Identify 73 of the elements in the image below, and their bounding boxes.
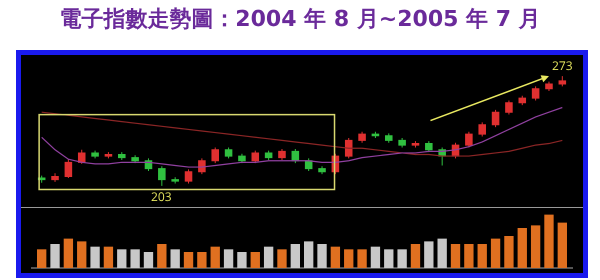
bar: [77, 241, 86, 268]
bar: [317, 244, 327, 268]
bar: [438, 238, 447, 268]
candlestick: [385, 132, 393, 144]
bar: [490, 238, 500, 268]
bar: [478, 244, 487, 268]
bar: [170, 249, 180, 268]
bar: [37, 249, 46, 268]
bar: [277, 249, 287, 268]
bar: [330, 246, 340, 268]
candlestick: [318, 166, 326, 175]
candlestick: [558, 76, 566, 87]
candlestick: [372, 131, 380, 139]
candlestick: [252, 150, 260, 164]
bar: [424, 241, 434, 268]
candlestick: [171, 176, 179, 184]
bar: [250, 252, 260, 268]
bar: [344, 249, 354, 268]
candlestick: [51, 172, 59, 182]
candlestick: [224, 146, 232, 159]
candlestick: [465, 131, 473, 148]
bar: [144, 252, 154, 268]
candlestick: [492, 109, 500, 128]
bar: [504, 236, 514, 268]
bar: [117, 249, 126, 268]
bar: [558, 222, 567, 268]
bar: [384, 249, 394, 268]
candlestick: [184, 168, 192, 184]
bar: [370, 246, 380, 268]
chart-title: 電子指數走勢圖：2004 年 8 月~2005 年 7 月: [58, 6, 542, 34]
bar: [224, 249, 234, 268]
candlestick: [91, 150, 99, 159]
bar: [237, 252, 247, 268]
bar: [357, 249, 367, 268]
bar: [544, 214, 554, 268]
bar: [90, 246, 100, 268]
candlestick: [104, 152, 112, 159]
bar: [184, 252, 194, 268]
annotation: 203: [151, 188, 172, 205]
candlestick: [425, 140, 433, 153]
bar: [264, 246, 274, 268]
candlestick: [264, 150, 272, 160]
bar: [50, 244, 60, 268]
bar: [518, 228, 527, 268]
candlestick: [518, 95, 526, 106]
candlestick: [532, 86, 540, 101]
candlestick: [478, 122, 486, 137]
candlestick: [398, 138, 406, 148]
bar: [64, 238, 74, 268]
bar: [410, 244, 420, 268]
candlestick: [131, 154, 139, 164]
candlestick: [505, 100, 513, 116]
candlestick: [358, 131, 366, 144]
candlestick: [64, 158, 72, 178]
bar: [157, 244, 166, 268]
candlestick: [118, 152, 126, 160]
bar: [464, 244, 474, 268]
bar: [197, 252, 207, 268]
candlestick: [545, 81, 553, 92]
candlestick: [211, 146, 219, 164]
bar: [530, 225, 540, 268]
bar: [130, 249, 140, 268]
annotation: 273: [552, 57, 573, 74]
bar: [290, 244, 300, 268]
bar: [210, 246, 220, 268]
candlestick: [158, 166, 166, 186]
bar: [304, 241, 314, 268]
candlestick: [238, 153, 246, 164]
candlestick: [278, 148, 286, 160]
candlestick: [412, 140, 420, 148]
bar: [104, 246, 114, 268]
bar: [397, 249, 407, 268]
bar: [450, 244, 460, 268]
